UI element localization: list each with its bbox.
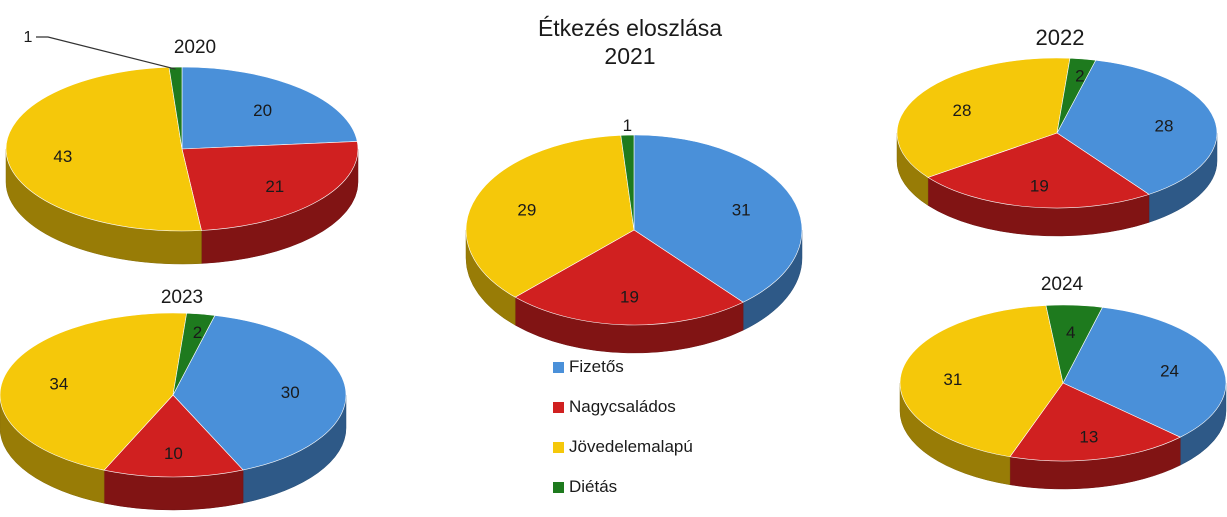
data-label: 31 <box>943 370 962 389</box>
pie-year-label: 2024 <box>1041 274 1084 295</box>
legend-item: Jövedelemalapú <box>553 437 693 457</box>
legend-item: Fizetős <box>553 357 693 377</box>
chart-title: Étkezés eloszlása 2021 <box>470 14 790 70</box>
pie-slice <box>5 66 202 232</box>
pie-slice <box>633 134 803 303</box>
data-label: 4 <box>1066 323 1075 342</box>
data-label: 2 <box>193 323 202 342</box>
chart-title-year: 2021 <box>604 43 656 69</box>
legend-swatch <box>553 441 564 453</box>
data-label: 43 <box>53 147 72 166</box>
legend-label: Fizetős <box>569 357 624 376</box>
pie-slice <box>896 57 1071 178</box>
legend-swatch <box>553 361 564 373</box>
pie-slice <box>0 312 188 471</box>
pie-slice <box>927 132 1150 209</box>
pie-slice <box>1056 59 1218 195</box>
pie-slice <box>181 141 359 231</box>
pie-slice <box>1045 304 1103 384</box>
legend-label: Diétás <box>569 477 618 496</box>
data-label: 34 <box>49 375 68 394</box>
legend-swatch <box>553 401 564 413</box>
pie-slice <box>103 394 244 478</box>
legend-item: Diétás <box>553 477 693 497</box>
data-label: 2 <box>1075 66 1084 85</box>
pie-year-label: 2023 <box>161 287 203 308</box>
pie-2020: 20 21 43 1 <box>5 29 359 265</box>
pie-year-label: 2022 <box>1036 25 1085 50</box>
pie-2024: 24 13 31 4 <box>899 304 1227 490</box>
pie-slice <box>514 229 744 326</box>
data-label: 13 <box>1079 428 1098 447</box>
pie-slice <box>1056 57 1097 134</box>
legend-label: Nagycsaládos <box>569 397 676 416</box>
data-label: 19 <box>620 288 639 307</box>
data-label: 20 <box>253 101 272 120</box>
pie-slice <box>172 312 216 396</box>
data-label: 1 <box>24 29 33 46</box>
data-label: 24 <box>1160 361 1179 380</box>
data-label: 28 <box>953 101 972 120</box>
pie-slice <box>899 305 1064 458</box>
pie-2021: 31 19 29 1 <box>465 116 803 354</box>
pie-slice <box>172 315 347 471</box>
legend-item: Nagycsaládos <box>553 397 693 417</box>
pie-slice <box>1009 382 1181 462</box>
data-label: 21 <box>265 177 284 196</box>
data-label: 29 <box>517 201 536 220</box>
pie-2022: 28 19 28 2 <box>896 57 1218 237</box>
leader-line <box>36 36 176 70</box>
pie-2023: 30 10 34 2 <box>0 312 347 511</box>
pie-slice <box>1062 306 1227 438</box>
data-label: 1 <box>623 116 632 135</box>
legend: Fizetős Nagycsaládos Jövedelemalapú Diét… <box>553 357 693 517</box>
data-label: 10 <box>164 444 183 463</box>
legend-swatch <box>553 481 564 493</box>
data-label: 31 <box>732 201 751 220</box>
pie-year-label: 2020 <box>174 37 216 58</box>
pie-slice <box>181 66 358 150</box>
data-label: 28 <box>1155 117 1174 136</box>
pie-slice <box>620 134 635 231</box>
legend-label: Jövedelemalapú <box>569 437 693 456</box>
data-label: 19 <box>1030 176 1049 195</box>
pie-slice <box>465 134 635 298</box>
chart-title-text: Étkezés eloszlása <box>537 15 723 41</box>
data-label: 30 <box>281 383 300 402</box>
